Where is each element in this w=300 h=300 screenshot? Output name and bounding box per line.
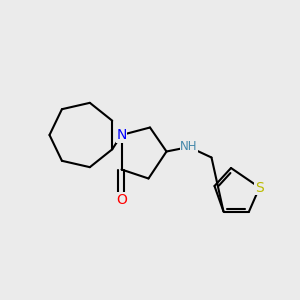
Text: O: O [116,193,127,206]
Text: N: N [116,128,127,142]
Text: S: S [255,181,264,194]
Text: NH: NH [180,140,198,154]
